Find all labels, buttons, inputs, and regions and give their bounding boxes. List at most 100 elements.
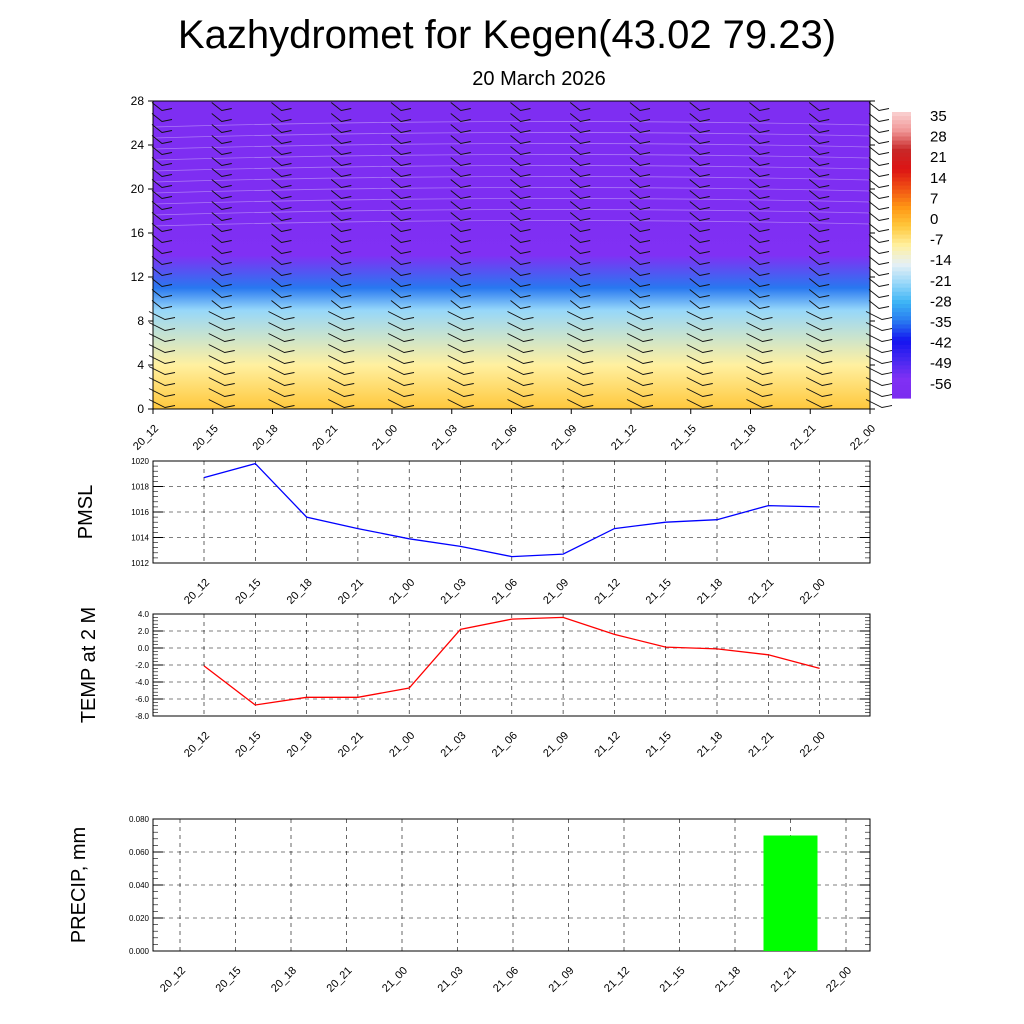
wind-barb	[749, 289, 770, 298]
wind-barb	[629, 201, 651, 210]
wind-barb	[689, 179, 710, 188]
wind-barb	[569, 289, 591, 298]
wind-barb	[749, 179, 770, 188]
colorbar-swatch	[892, 365, 911, 370]
wind-barb	[749, 212, 770, 221]
colorbar-swatch	[892, 152, 911, 158]
xtick-label: 21_00	[387, 730, 417, 760]
colorbar-swatch	[892, 369, 911, 375]
colorbar-swatch	[892, 267, 911, 272]
wind-barb	[268, 333, 295, 342]
wind-barb	[567, 388, 594, 397]
wind-barb	[510, 146, 531, 155]
wind-barb	[151, 135, 173, 144]
colorbar-swatch	[892, 381, 911, 387]
wind-barb	[749, 157, 770, 166]
wind-barb	[689, 300, 710, 309]
wind-barb	[626, 366, 654, 375]
wind-barb	[330, 179, 352, 188]
wind-barb	[450, 245, 471, 254]
wind-barb	[328, 399, 355, 408]
heat-ytick-label: 24	[131, 138, 145, 152]
wind-barb	[510, 157, 531, 166]
colorbar-swatch	[892, 238, 911, 244]
colorbar-swatch	[892, 214, 911, 219]
wind-barb	[151, 289, 173, 298]
xtick-label: 21_09	[541, 577, 571, 607]
wind-barb	[447, 344, 474, 353]
colorbar-label: 28	[930, 129, 947, 146]
wind-barb	[868, 223, 890, 232]
wind-barb	[868, 267, 890, 276]
wind-barb	[271, 245, 292, 254]
wind-barb	[211, 102, 232, 111]
wind-barb	[510, 212, 531, 221]
wind-barb	[808, 168, 830, 177]
ytick-label: -4.0	[135, 678, 149, 687]
wind-barb	[211, 234, 232, 243]
panel-ylabel: PMSL	[75, 485, 97, 539]
wind-barb	[271, 289, 292, 298]
wind-barb	[208, 366, 235, 375]
wind-barb	[569, 212, 591, 221]
wind-barb	[689, 234, 710, 243]
wind-barb	[629, 234, 651, 243]
colorbar-label: -35	[930, 314, 952, 331]
xtick-label: 22_00	[798, 577, 828, 607]
wind-barb	[390, 223, 412, 232]
colorbar-swatch	[892, 210, 911, 215]
heat-xtick-label: 21_21	[788, 423, 818, 453]
wind-barb	[689, 157, 710, 166]
colorbar-label: -56	[930, 376, 952, 393]
wind-barb	[151, 146, 173, 155]
wind-barb	[808, 201, 830, 210]
wind-barb	[689, 256, 710, 265]
wind-barb	[689, 146, 710, 155]
wind-barb	[510, 168, 531, 177]
wind-barb	[746, 388, 773, 397]
wind-barb	[151, 212, 173, 221]
wind-barb	[626, 355, 654, 364]
colorbar-swatch	[892, 332, 911, 338]
wind-barb	[806, 311, 833, 320]
panel-ylabel: PRECIP, mm	[68, 827, 90, 943]
contour-line	[152, 198, 871, 205]
wind-barb	[328, 388, 355, 397]
colorbar-swatch	[892, 189, 911, 195]
colorbar-swatch	[892, 226, 911, 232]
colorbar-swatch	[892, 361, 911, 366]
wind-barb	[268, 355, 295, 364]
wind-barb	[387, 333, 415, 342]
heat-ytick-label: 8	[137, 314, 144, 328]
wind-barb	[569, 124, 591, 133]
wind-barb	[208, 377, 235, 386]
wind-barb	[868, 135, 890, 144]
wind-barb	[689, 289, 710, 298]
wind-barb	[689, 223, 710, 232]
xtick-label: 21_00	[387, 577, 417, 607]
colorbar-label: 0	[930, 211, 938, 228]
wind-barb	[808, 135, 830, 144]
ytick-label: 0.060	[129, 848, 150, 857]
colorbar-swatch	[892, 259, 911, 264]
wind-barb	[808, 289, 830, 298]
colorbar-swatch	[892, 124, 911, 129]
colorbar-swatch	[892, 132, 911, 138]
wind-barb	[868, 300, 890, 309]
wind-barb	[567, 311, 594, 320]
wind-barb	[450, 124, 471, 133]
heat-ytick-label: 0	[137, 402, 144, 416]
colorbar-swatch	[892, 205, 911, 211]
wind-barb	[567, 377, 594, 386]
wind-barb	[450, 256, 471, 265]
heat-xtick-label: 21_12	[609, 423, 639, 453]
wind-barb	[330, 135, 352, 144]
wind-barb	[806, 388, 833, 397]
wind-barb	[450, 223, 471, 232]
wind-barb	[510, 223, 531, 232]
wind-barb	[208, 355, 235, 364]
chart-title: Kazhydromet for Kegen(43.02 79.23)	[178, 13, 836, 57]
precip-bar	[763, 835, 818, 951]
wind-barb	[689, 267, 710, 276]
wind-barb	[749, 124, 770, 133]
